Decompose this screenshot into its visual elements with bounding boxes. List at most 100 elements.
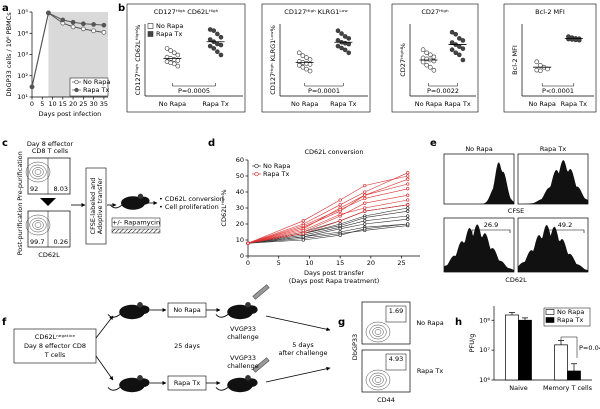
point (406, 174, 410, 178)
point (338, 219, 342, 223)
x-tick-label: 25 (397, 259, 405, 267)
mouse (107, 302, 150, 320)
y-tick-label: 10⁷ (479, 346, 490, 354)
challenge-label: VVGP33 (230, 354, 256, 362)
dot (534, 67, 540, 73)
dot (427, 64, 433, 70)
y-tick-label: 40 (236, 188, 244, 196)
point (363, 209, 367, 213)
dot (164, 46, 170, 51)
p-value: P=0.0001 (308, 87, 340, 95)
point (363, 219, 367, 223)
contour (372, 327, 384, 337)
point (406, 203, 410, 207)
x-tick-label: 10 (48, 100, 56, 108)
y-axis-label: DbGP33 cells / 10⁶ PBMCs (5, 12, 13, 97)
dot (171, 61, 177, 67)
contour (32, 167, 44, 177)
dot (168, 48, 173, 53)
chart-title: CD27ᴴⁱᵍʰ (421, 8, 449, 16)
legend-label: Rapa Tx (156, 30, 183, 38)
dot (339, 45, 344, 51)
histogram (518, 225, 588, 272)
point (101, 30, 107, 35)
syringe (252, 284, 270, 300)
chart-title: CD62L conversion (305, 148, 364, 156)
outcome: • Cell proliferation (159, 203, 219, 211)
point (81, 26, 86, 32)
arrow (95, 355, 114, 381)
y-tick-label: 10⁸ (479, 316, 490, 324)
dot (171, 50, 177, 56)
dot (346, 41, 352, 47)
dot (449, 29, 455, 35)
mouse-ear (245, 375, 251, 381)
x-tick-label: 10 (305, 259, 313, 267)
legend-marker (74, 87, 79, 93)
panel-frame (391, 3, 479, 113)
mouse-tail (110, 204, 123, 209)
x-tick-label: 5 (277, 259, 281, 267)
panel-frame (126, 3, 246, 113)
point (301, 223, 305, 228)
mouse-ear (137, 375, 143, 381)
start-label: Day 8 effector CD8 (24, 342, 86, 350)
dot (218, 34, 224, 40)
dot (427, 52, 433, 58)
bar (567, 370, 581, 381)
contour (374, 377, 382, 383)
y-tick-label: 10¹ (17, 93, 28, 101)
y-tick-label: 50 (236, 172, 244, 180)
bracket (541, 83, 575, 87)
dot (453, 31, 459, 37)
legend-label: No Rapa (557, 308, 584, 316)
treatment-box (111, 217, 161, 228)
x-tick-label: 20 (69, 100, 77, 108)
x-tick-label: Rapa Tx (202, 100, 229, 108)
arm-label: Rapa Tx (174, 379, 201, 387)
legend-label: No Rapa (263, 162, 290, 170)
chart-title: CD127ᴴⁱᵍʰ KLRG1ᴸᵒʷ (284, 8, 348, 16)
y-tick-label: 10 (236, 236, 244, 244)
point (363, 190, 367, 194)
y-tick-label: 10³ (17, 51, 28, 59)
dot (431, 54, 437, 60)
mouse-ear (245, 302, 251, 308)
y-tick-label: 20 (236, 220, 244, 228)
treatment-label: +/- Rapamycin (112, 219, 160, 227)
contour (34, 222, 42, 228)
mouse (215, 375, 258, 393)
x-tick-label: 15 (336, 259, 344, 267)
point (301, 231, 305, 236)
point (363, 227, 367, 231)
x-tick-label: Memory T cells (543, 384, 593, 392)
y-axis-label: Bcl-2 MFI (511, 45, 519, 75)
dot (307, 62, 313, 67)
dot (339, 31, 344, 36)
p-value: P=0.0411 (579, 344, 600, 352)
x-tick-label: No Rapa (528, 100, 555, 108)
histogram (518, 160, 588, 204)
error-bar (522, 317, 528, 321)
cell-label: Day 8 effector (27, 140, 74, 148)
step-label: Adoptive transfer (96, 177, 104, 234)
legend-marker (254, 171, 259, 177)
cell-label: CD8 T cells (32, 147, 69, 155)
legend-box (69, 77, 109, 97)
y-tick-label: 60 (236, 156, 244, 164)
gate-value: 4.93 (389, 355, 403, 363)
p-value: P<0.0001 (542, 87, 574, 95)
y-tick-label: 10² (17, 72, 28, 80)
dot (207, 43, 213, 49)
contour (365, 321, 391, 343)
dot (215, 31, 220, 37)
point (301, 235, 305, 239)
point (60, 17, 66, 23)
point (29, 84, 35, 90)
axis-label: CD62L (38, 251, 60, 259)
dot (175, 63, 181, 69)
point (363, 215, 367, 220)
legend-marker (254, 163, 259, 169)
dot (460, 46, 466, 51)
